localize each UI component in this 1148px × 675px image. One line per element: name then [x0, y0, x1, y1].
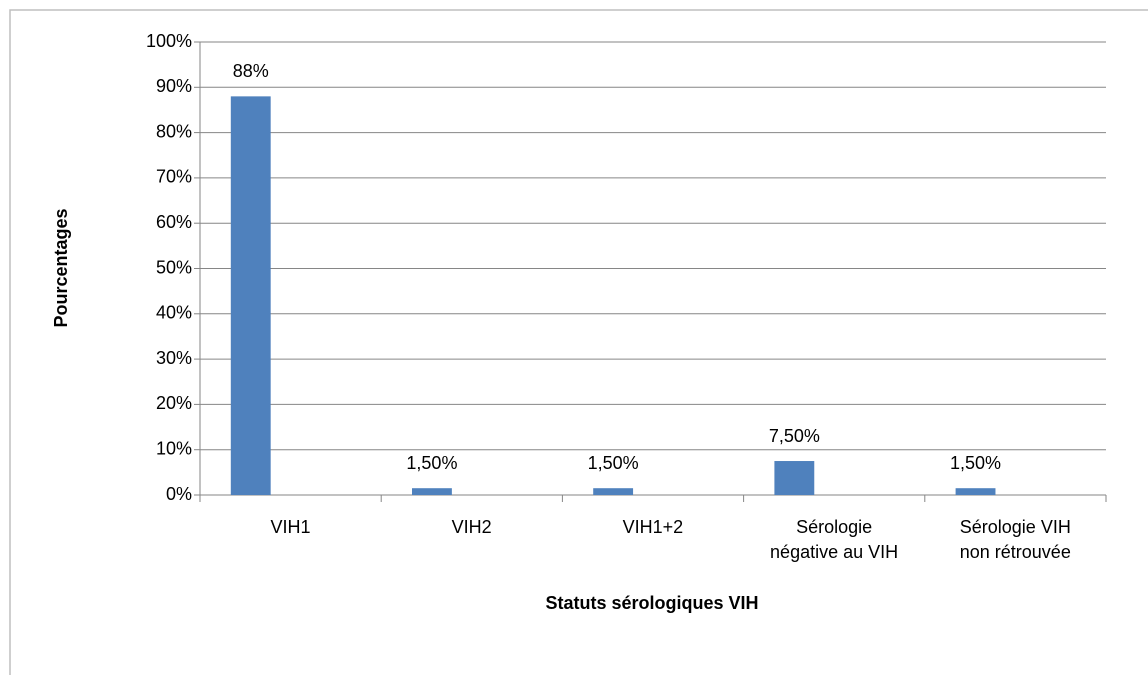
bar	[774, 461, 815, 495]
x-tick-label: Sérologie VIH non rétrouvée	[959, 517, 1071, 562]
x-tick-label: VIH2	[451, 517, 492, 537]
x-tick-label: VIH1+2	[622, 517, 684, 537]
bar	[230, 96, 271, 496]
data-label: 1,50%	[588, 453, 639, 473]
y-tick-label: 10%	[156, 438, 192, 458]
data-label: 88%	[233, 61, 269, 81]
data-label: 1,50%	[950, 453, 1001, 473]
y-tick-label: 30%	[156, 348, 192, 368]
chart-frame	[9, 9, 1148, 675]
y-tick-label: 80%	[156, 121, 192, 141]
bar	[412, 488, 452, 495]
x-tick-label: VIH1	[270, 517, 311, 537]
y-tick-label: 40%	[156, 303, 192, 323]
data-label: 7,50%	[769, 426, 820, 446]
y-tick-label: 50%	[156, 257, 192, 277]
y-tick-label: 0%	[166, 484, 192, 504]
y-tick-label: 70%	[156, 167, 192, 187]
y-tick-label: 20%	[156, 393, 192, 413]
y-tick-label: 60%	[156, 212, 192, 232]
y-tick-label: 90%	[156, 76, 192, 96]
x-axis-title: Statuts sérologiques VIH	[545, 593, 758, 613]
bar	[955, 488, 996, 495]
bar	[593, 488, 634, 495]
data-label: 1,50%	[406, 453, 457, 473]
y-axis-title: Pourcentages	[51, 208, 71, 327]
x-tick-label: Sérologie négative au VIH	[770, 517, 899, 562]
y-tick-label: 100%	[146, 31, 192, 51]
